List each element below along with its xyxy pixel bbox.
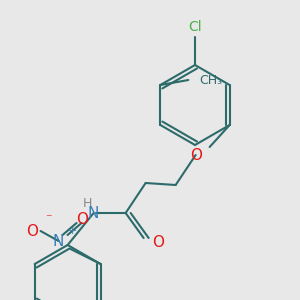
Text: ⁻: ⁻ <box>45 212 52 226</box>
Text: O: O <box>76 212 88 226</box>
Text: O: O <box>152 235 164 250</box>
Text: Cl: Cl <box>188 20 202 34</box>
Text: CH₃: CH₃ <box>199 74 222 86</box>
Text: H: H <box>83 196 92 209</box>
Text: N: N <box>88 206 99 220</box>
Text: O: O <box>190 148 202 163</box>
Text: N: N <box>53 233 64 248</box>
Text: O: O <box>26 224 38 238</box>
Text: +: + <box>68 226 77 236</box>
